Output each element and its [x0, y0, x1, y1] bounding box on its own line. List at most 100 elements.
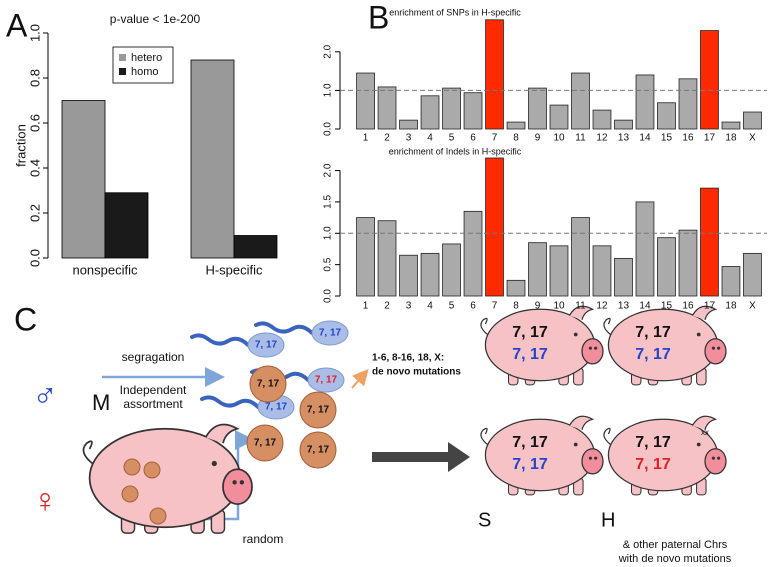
x-tick-label: 8	[513, 133, 519, 144]
pig-nostril	[717, 346, 721, 350]
bar	[485, 157, 504, 297]
y-tick-label: 1.0	[323, 226, 334, 240]
x-tick-label: X	[749, 133, 756, 144]
bar	[506, 279, 526, 297]
bar	[485, 19, 504, 130]
random-label: random	[243, 532, 284, 546]
pig-body	[484, 418, 596, 492]
bar	[743, 252, 762, 297]
y-tick-label: 0.0	[323, 122, 334, 136]
x-tick-label: 4	[427, 301, 433, 312]
pig-mark: xx	[701, 428, 709, 437]
y-tick-label: 2.0	[323, 163, 334, 177]
egg	[299, 431, 337, 469]
x-tick-label: 18	[725, 301, 737, 312]
x-tick-label: 1	[363, 133, 369, 144]
x-tick-label: 11	[575, 133, 586, 144]
x-tick-label: 13	[618, 301, 630, 312]
x-tick-label: 10	[553, 301, 565, 312]
pig-note: & other paternal Chrs	[623, 539, 728, 551]
bar	[399, 254, 418, 297]
bar	[399, 119, 418, 130]
x-tick-label: 2	[384, 133, 390, 144]
pig-tail	[82, 440, 94, 465]
legend-swatch	[119, 54, 126, 61]
sperm-label: 7, 17	[319, 328, 342, 339]
bar	[592, 109, 612, 130]
bar	[61, 100, 106, 259]
pig-tail	[603, 427, 611, 445]
bar	[420, 95, 440, 130]
chromosome-label: 7, 17	[635, 456, 671, 473]
mother-label: M	[92, 390, 110, 415]
egg	[121, 485, 139, 503]
bar	[721, 121, 741, 130]
pig-snout	[222, 468, 253, 505]
sperm-head	[307, 367, 345, 393]
y-tick-label: 0.8	[27, 69, 42, 87]
pig-tail	[480, 427, 488, 445]
bar	[549, 104, 569, 130]
egg-label: 7, 17	[307, 405, 330, 416]
y-axis-label: fraction	[13, 124, 28, 167]
y-tick-label: 0.0	[323, 289, 334, 303]
bar	[463, 210, 483, 297]
bar	[549, 245, 569, 297]
bar	[233, 235, 278, 259]
assortment-label: assortment	[123, 397, 183, 411]
pig	[480, 415, 604, 496]
egg-label: 7, 17	[254, 438, 277, 449]
bar	[700, 30, 719, 130]
pig-ear	[691, 415, 718, 430]
x-tick-label: 5	[449, 301, 455, 312]
x-tick-label: 14	[639, 301, 651, 312]
y-tick-label: 0.4	[27, 159, 42, 177]
pig	[603, 415, 727, 496]
chromosome-label: 7, 17	[512, 434, 548, 451]
x-tick-label: 13	[618, 133, 630, 144]
male-symbol: ♂	[32, 377, 58, 415]
egg	[149, 507, 167, 525]
chromosome-label: 7, 17	[512, 456, 548, 473]
pig-snout	[581, 448, 604, 475]
bar	[635, 201, 655, 297]
y-tick-label: 2.0	[323, 44, 334, 58]
sperm-tail	[254, 321, 314, 335]
pig-snout	[581, 338, 604, 365]
bar	[420, 252, 440, 297]
pig-label: S	[478, 509, 491, 531]
bar	[678, 78, 698, 130]
x-tick-label: 15	[661, 133, 673, 144]
chromosome-label: 7, 17	[512, 346, 548, 363]
pig-ear	[691, 305, 718, 320]
bar	[635, 74, 655, 130]
pig-eye	[696, 442, 701, 447]
pig-eye	[211, 460, 217, 467]
bar	[571, 217, 590, 297]
panel-label: C	[14, 301, 37, 337]
x-tick-label: X	[749, 301, 756, 312]
pig-nostril	[594, 456, 598, 460]
mutation-note: de novo mutations	[372, 367, 461, 378]
chart-title: p-value < 1e-200	[110, 12, 201, 26]
chromosome-label: 7, 17	[635, 324, 671, 341]
bar	[678, 229, 698, 297]
bar	[377, 220, 397, 297]
x-tick-label: 18	[725, 133, 737, 144]
legend-swatch	[119, 68, 126, 75]
chromosome-label: 7, 17	[512, 324, 548, 341]
panel-label: A	[6, 7, 28, 43]
sperm-label: 7, 17	[255, 340, 278, 351]
pig-note: with de novo mutations	[618, 553, 732, 565]
bar	[592, 245, 612, 297]
legend-box	[112, 46, 174, 84]
chart-title: enrichment of SNPs in H-specific	[389, 7, 521, 17]
panel-label: B	[368, 0, 389, 35]
x-tick-label: 6	[470, 133, 476, 144]
y-tick-label: 0.5	[323, 257, 334, 271]
y-tick-label: 1.0	[27, 24, 42, 42]
x-tick-label: 1	[363, 301, 369, 312]
big-arrow	[372, 442, 470, 472]
x-tick-label: 7	[492, 301, 498, 312]
bar	[657, 102, 676, 130]
